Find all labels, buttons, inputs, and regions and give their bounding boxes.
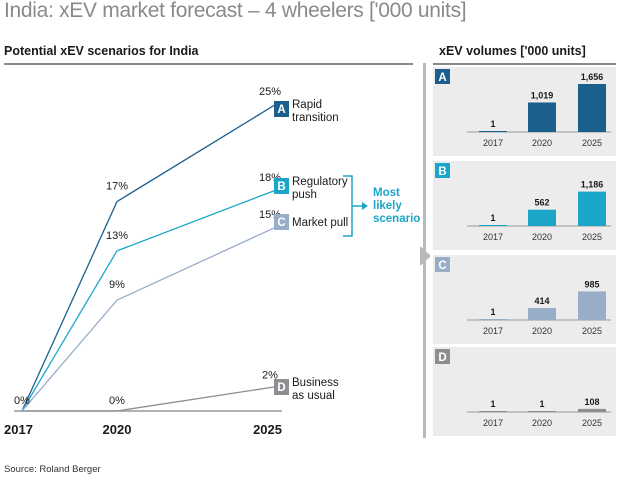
series-line-D [22,385,279,412]
bar-panel-letter: C [438,260,446,272]
bar-C-2020 [528,308,556,320]
series-line-B [21,188,279,412]
source-note: Source: Roland Berger [4,464,101,475]
likely-label: Most [373,187,400,199]
x-tick-label: 2025 [253,422,282,437]
bar-value-label: 1,656 [581,72,604,82]
volumes-heading-rule [433,63,616,65]
x-tick-label: 2020 [103,422,132,437]
bar-category-label: 2017 [483,326,503,336]
bar-value-label: 1 [490,307,495,317]
bar-D-2020 [528,411,556,412]
bar-category-label: 2020 [532,326,552,336]
bar-value-label: 1 [490,213,495,223]
series-tag-B [274,178,289,194]
point-label-C: 9% [109,279,125,291]
bar-panel-tag-C [435,257,450,272]
bar-value-label: 562 [534,198,549,208]
volumes-heading: xEV volumes ['000 units] [439,44,586,58]
divider-arrow-icon [420,246,431,266]
bar-value-label: 1 [490,119,495,129]
bar-C-2025 [578,291,606,320]
bar-category-label: 2025 [582,138,602,148]
bar-category-label: 2020 [532,232,552,242]
bar-category-label: 2025 [582,232,602,242]
bar-value-label: 1 [490,399,495,409]
point-label-D: 0% [109,395,125,407]
bar-C-2017 [479,319,507,320]
series-tag-A [274,101,289,117]
series-name-A: Rapid [292,99,322,111]
bar-panel-letter: A [438,72,446,84]
point-label-B: 13% [106,230,128,242]
series-line-A [21,102,279,412]
likely-label: scenario [373,213,420,225]
bar-category-label: 2017 [483,418,503,428]
point-label-D: 0% [14,395,30,407]
bar-panel-tag-B [435,163,450,178]
bar-category-label: 2025 [582,326,602,336]
bar-D-2025 [578,408,606,412]
bar-category-label: 2017 [483,138,503,148]
series-name-D: as usual [292,390,335,402]
bar-value-label: 985 [584,279,599,289]
point-label-D: 2% [262,369,278,381]
bar-B-2017 [479,225,507,226]
bar-value-label: 414 [534,296,549,306]
bar-panel-D [433,347,616,436]
bar-panel-letter: D [438,352,446,364]
series-tag-letter: D [277,382,285,394]
series-tag-D [274,379,289,395]
scenarios-heading-rule [4,63,413,65]
bar-category-label: 2020 [532,418,552,428]
scenarios-heading: Potential xEV scenarios for India [4,44,199,58]
bar-value-label: 1 [539,399,544,409]
bar-A-2017 [479,131,507,132]
bar-A-2025 [578,84,606,132]
series-name-B: push [292,189,317,201]
bar-D-2017 [479,411,507,412]
bar-category-label: 2025 [582,418,602,428]
page-title: India: xEV market forecast – 4 wheelers … [4,0,467,22]
series-tag-letter: B [277,181,285,193]
bar-value-label: 108 [584,397,599,407]
bar-panel-tag-A [435,69,450,84]
point-label-A: 17% [106,181,128,193]
bar-A-2020 [528,102,556,132]
series-name-B: Regulatory [292,176,348,188]
bar-category-label: 2017 [483,232,503,242]
likely-arrow-head [362,202,368,210]
series-name-C: Market pull [292,217,348,229]
series-name-A: transition [292,112,339,124]
x-tick-label: 2017 [4,422,33,437]
series-name-D: Business [292,377,339,389]
series-line-C [21,225,279,412]
series-tag-C [274,214,289,230]
bar-B-2025 [578,191,606,226]
bar-value-label: 1,019 [531,90,554,100]
bar-category-label: 2020 [532,138,552,148]
bar-panel-tag-D [435,349,450,364]
bar-B-2020 [528,209,556,226]
series-tag-letter: A [277,104,285,116]
likely-label: likely [373,200,402,212]
series-tag-letter: C [277,217,285,229]
point-label-A: 25% [259,86,281,98]
bar-value-label: 1,186 [581,180,604,190]
bar-panel-letter: B [438,166,446,178]
